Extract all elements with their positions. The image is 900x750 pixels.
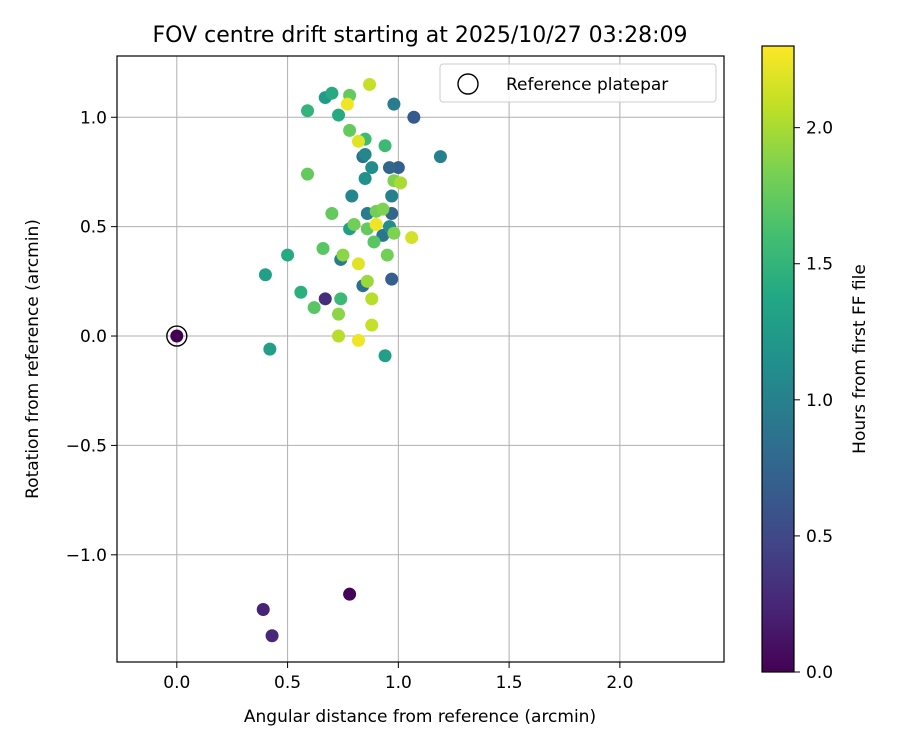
data-point bbox=[405, 231, 419, 245]
data-point bbox=[343, 123, 357, 137]
data-point bbox=[263, 342, 277, 356]
data-point bbox=[365, 292, 379, 306]
x-tick-label: 1.5 bbox=[496, 673, 523, 693]
reference-marker bbox=[166, 325, 188, 347]
data-point bbox=[258, 268, 272, 282]
legend-label: Reference platepar bbox=[506, 75, 668, 95]
x-tick-label: 0.0 bbox=[163, 673, 190, 693]
data-point bbox=[351, 257, 365, 271]
x-tick-label: 2.0 bbox=[606, 673, 633, 693]
data-point bbox=[382, 161, 396, 175]
data-point bbox=[301, 167, 315, 181]
data-point bbox=[294, 285, 308, 299]
data-point bbox=[336, 248, 350, 262]
y-tick-label: −0.5 bbox=[66, 436, 107, 456]
data-point bbox=[351, 134, 365, 148]
colorbar-tick-label: 2.0 bbox=[806, 119, 833, 139]
colorbar-label: Hours from first FF file bbox=[850, 264, 870, 454]
plot-frame bbox=[116, 55, 725, 663]
x-tick-label: 1.0 bbox=[385, 673, 412, 693]
data-point bbox=[318, 292, 332, 306]
data-point bbox=[407, 110, 421, 124]
colorbar: 0.0 0.5 1.0 1.5 2.0 Hours from first FF file bbox=[761, 45, 870, 683]
scatter-points bbox=[166, 77, 447, 643]
data-point bbox=[334, 292, 348, 306]
data-point bbox=[332, 329, 346, 343]
chart-title: FOV centre drift starting at 2025/10/27 … bbox=[153, 23, 688, 48]
data-point bbox=[376, 202, 390, 216]
colorbar-tick-label: 1.0 bbox=[806, 391, 833, 411]
y-tick-label: −1.0 bbox=[66, 546, 107, 566]
data-point bbox=[307, 301, 321, 315]
data-point bbox=[385, 272, 399, 286]
y-axis-label: Rotation from reference (arcmin) bbox=[23, 219, 43, 499]
data-point bbox=[387, 97, 401, 111]
data-point bbox=[394, 176, 408, 190]
data-point bbox=[363, 77, 377, 91]
data-point bbox=[325, 86, 339, 100]
data-point bbox=[358, 147, 372, 161]
x-axis-label: Angular distance from reference (arcmin) bbox=[244, 707, 596, 727]
legend: Reference platepar bbox=[439, 63, 717, 103]
data-point bbox=[347, 217, 361, 231]
data-point bbox=[170, 329, 184, 343]
data-point bbox=[365, 318, 379, 332]
colorbar-ticks: 0.0 0.5 1.0 1.5 2.0 bbox=[794, 119, 833, 683]
data-point bbox=[325, 207, 339, 221]
grid bbox=[117, 56, 724, 662]
data-point bbox=[365, 161, 379, 175]
data-point bbox=[380, 248, 394, 262]
y-tick-label: 1.0 bbox=[80, 108, 107, 128]
colorbar-gradient bbox=[762, 46, 794, 672]
data-point bbox=[301, 104, 315, 118]
legend-reference-marker bbox=[457, 73, 479, 95]
y-tick-label: 0.0 bbox=[80, 327, 107, 347]
data-point bbox=[340, 97, 354, 111]
data-point bbox=[351, 333, 365, 347]
colorbar-tick-label: 1.5 bbox=[806, 255, 833, 275]
data-point bbox=[385, 189, 399, 203]
data-point bbox=[332, 108, 346, 122]
data-point bbox=[316, 242, 330, 256]
data-point bbox=[360, 274, 374, 288]
data-point bbox=[265, 629, 279, 643]
data-point bbox=[343, 587, 357, 601]
colorbar-tick-label: 0.0 bbox=[806, 663, 833, 683]
data-point bbox=[345, 189, 359, 203]
data-point bbox=[367, 235, 381, 249]
y-tick-label: 0.5 bbox=[80, 218, 107, 238]
data-point bbox=[332, 307, 346, 321]
legend-box bbox=[439, 63, 717, 103]
data-point bbox=[387, 226, 401, 240]
data-point bbox=[433, 150, 447, 164]
colorbar-tick-label: 0.5 bbox=[806, 527, 833, 547]
data-point bbox=[256, 602, 270, 616]
colorbar-frame bbox=[761, 45, 795, 673]
data-point bbox=[369, 217, 383, 231]
x-tick-label: 0.5 bbox=[274, 673, 301, 693]
axis-ticks: 0.0 0.5 1.0 1.5 2.0 −1.0 −0.5 0.0 0.5 1.0 bbox=[66, 108, 634, 693]
data-point bbox=[378, 349, 392, 363]
data-point bbox=[378, 139, 392, 153]
data-point bbox=[358, 172, 372, 186]
data-point bbox=[281, 248, 295, 262]
